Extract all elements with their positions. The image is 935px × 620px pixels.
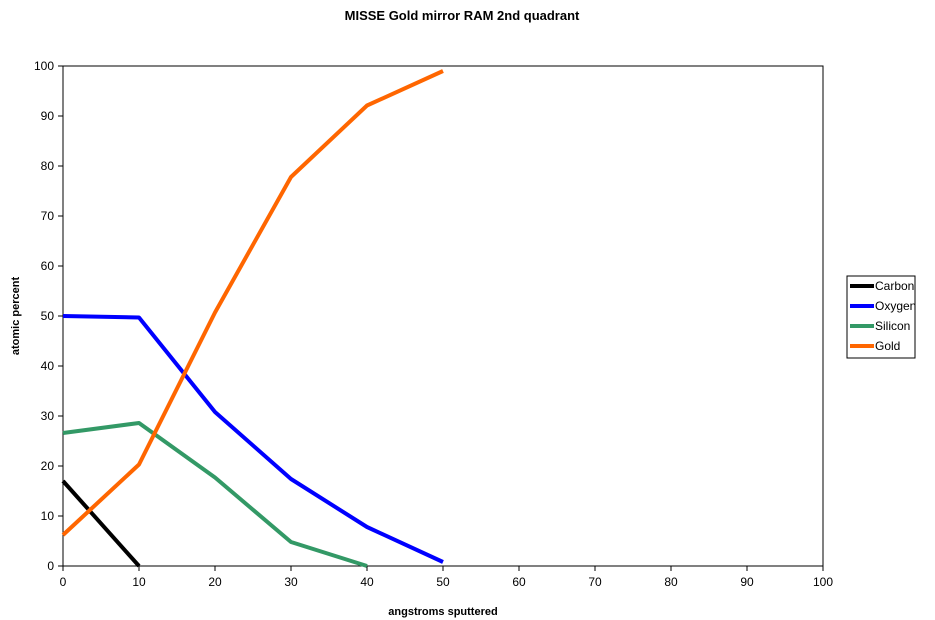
x-axis-title: angstroms sputtered <box>388 606 497 618</box>
y-axis-title: atomic percent <box>10 277 22 356</box>
x-tick-label: 100 <box>813 575 833 589</box>
y-tick-label: 70 <box>41 209 55 223</box>
x-tick-label: 50 <box>436 575 450 589</box>
y-tick-label: 30 <box>41 409 55 423</box>
y-tick-label: 60 <box>41 259 55 273</box>
x-tick-label: 20 <box>208 575 222 589</box>
series-line-oxygen <box>62 314 444 564</box>
chart-title: MISSE Gold mirror RAM 2nd quadrant <box>345 8 580 23</box>
legend-label-oxygen: Oxygen <box>875 299 916 313</box>
y-tick-label: 50 <box>41 309 55 323</box>
x-tick-label: 90 <box>740 575 754 589</box>
series-group <box>61 69 444 568</box>
legend-label-gold: Gold <box>875 339 900 353</box>
y-tick-label: 90 <box>41 109 55 123</box>
legend-label-carbon: Carbon <box>875 279 914 293</box>
x-tick-label: 10 <box>132 575 146 589</box>
x-tick-label: 80 <box>664 575 678 589</box>
y-tick-label: 40 <box>41 359 55 373</box>
y-tick-label: 20 <box>41 459 55 473</box>
y-tick-label: 10 <box>41 509 55 523</box>
x-tick-label: 30 <box>284 575 298 589</box>
x-tick-label: 40 <box>360 575 374 589</box>
series-line-gold <box>61 69 444 537</box>
y-tick-label: 100 <box>34 59 54 73</box>
plot-frame <box>62 65 824 567</box>
x-tick-label: 0 <box>60 575 67 589</box>
y-tick-label: 80 <box>41 159 55 173</box>
y-tick-label: 0 <box>47 559 54 573</box>
legend: Carbon Oxygen Silicon Gold <box>846 275 916 359</box>
plot-area: 0 10 20 30 40 50 60 70 80 90 100 0 10 20 30 40 50 60 70 80 9… <box>34 59 833 589</box>
legend-label-silicon: Silicon <box>875 319 910 333</box>
x-tick-label: 60 <box>512 575 526 589</box>
x-tick-label: 70 <box>588 575 602 589</box>
series-line-carbon <box>61 479 141 568</box>
